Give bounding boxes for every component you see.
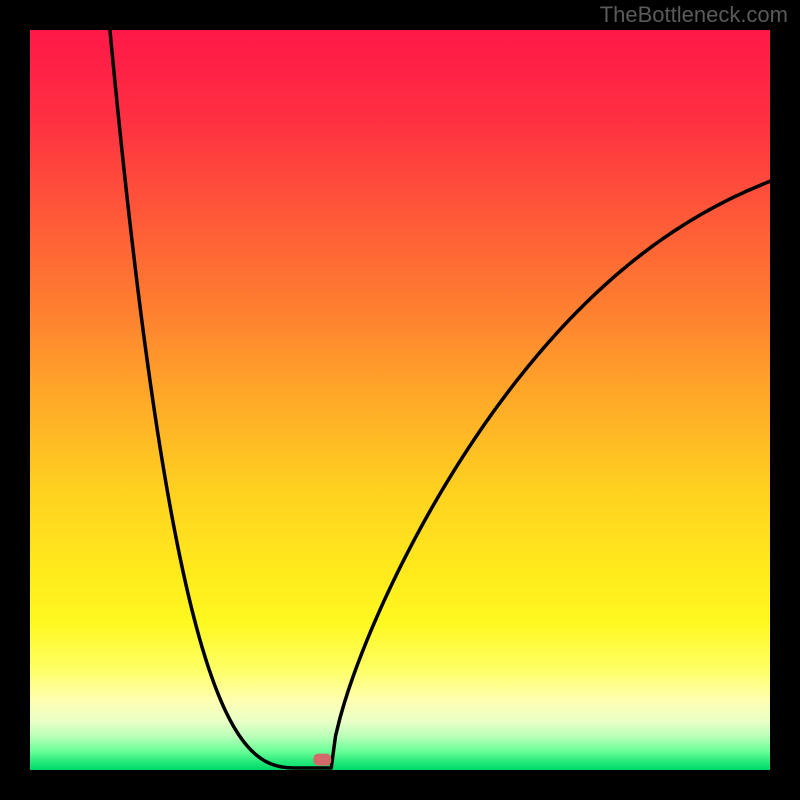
chart-background — [30, 30, 770, 770]
chart-container: TheBottleneck.com — [0, 0, 800, 800]
optimal-point-marker — [313, 754, 331, 766]
bottleneck-chart — [0, 0, 800, 800]
watermark-text: TheBottleneck.com — [600, 2, 788, 28]
